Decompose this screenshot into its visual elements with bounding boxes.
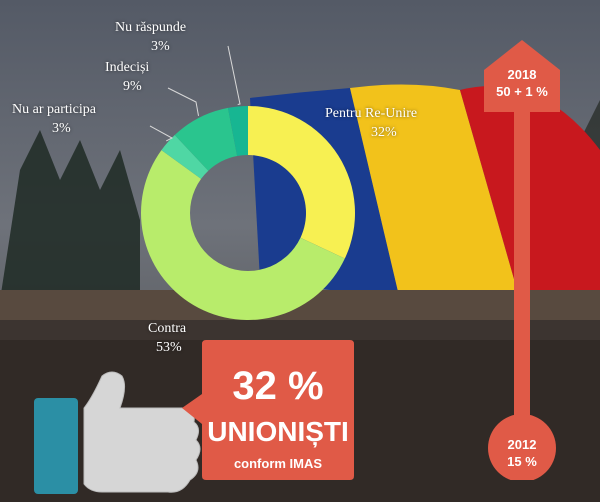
label-pentru-re-unire-value: 32% <box>371 125 397 140</box>
label-contra-value: 53% <box>156 340 182 355</box>
timeline-bottom-year: 2012 <box>507 437 537 452</box>
leader-line <box>149 125 174 142</box>
donut-slice-pentru-re-unire <box>248 106 355 259</box>
label-pentru-re-unire-name: Pentru Re-Unire <box>325 106 418 121</box>
timeline-shaft <box>514 110 530 420</box>
timeline-top-value: 50 + 1 % <box>496 84 548 99</box>
label-indecisi-value: 9% <box>123 79 142 94</box>
timeline-bottom-badge <box>488 414 556 480</box>
timeline-top: 2018 50 + 1 % <box>484 66 560 100</box>
label-contra-name: Contra <box>148 321 187 336</box>
label-indecisi-name: Indeciși <box>105 60 150 75</box>
donut-slice-nu-ar-participa <box>161 135 209 179</box>
callout-word: UNIONIȘTI <box>207 416 349 447</box>
timeline-top-badge <box>484 40 560 112</box>
unionisti-callout: 32 % UNIONIȘTI conform IMAS <box>176 338 354 480</box>
label-nu-ar-participa-name: Nu ar participa <box>12 102 96 117</box>
leader-line <box>167 87 200 116</box>
label-contra: Contra 53% <box>148 319 186 357</box>
timeline-bottom: 2012 15 % <box>484 436 560 470</box>
donut-slice-nu-r-spunde <box>227 106 248 157</box>
leader-line <box>227 45 241 105</box>
donut-slice-indeci-i <box>174 107 238 171</box>
donut-slice-contra <box>140 150 345 320</box>
tree-shape <box>0 130 140 300</box>
label-pentru-re-unire: Pentru Re-Unire 32% <box>325 104 417 142</box>
callout-value: 32 % <box>232 364 324 408</box>
label-nu-raspunde-value: 3% <box>151 39 170 54</box>
label-nu-raspunde-name: Nu răspunde <box>115 20 187 35</box>
label-indecisi: Indeciși 9% <box>105 58 149 96</box>
thumb-cuff <box>34 398 78 494</box>
flag-yellow <box>350 84 520 300</box>
thumbs-up-icon <box>32 368 204 498</box>
label-nu-ar-participa-value: 3% <box>52 121 71 136</box>
timeline-arrow: 2018 50 + 1 % 2012 15 % <box>484 40 560 480</box>
timeline-bottom-value: 15 % <box>507 454 537 469</box>
timeline-top-year: 2018 <box>507 67 537 82</box>
callout-source: conform IMAS <box>233 456 323 471</box>
label-nu-raspunde: Nu răspunde 3% <box>115 18 186 56</box>
label-nu-ar-participa: Nu ar participa 3% <box>12 100 96 138</box>
